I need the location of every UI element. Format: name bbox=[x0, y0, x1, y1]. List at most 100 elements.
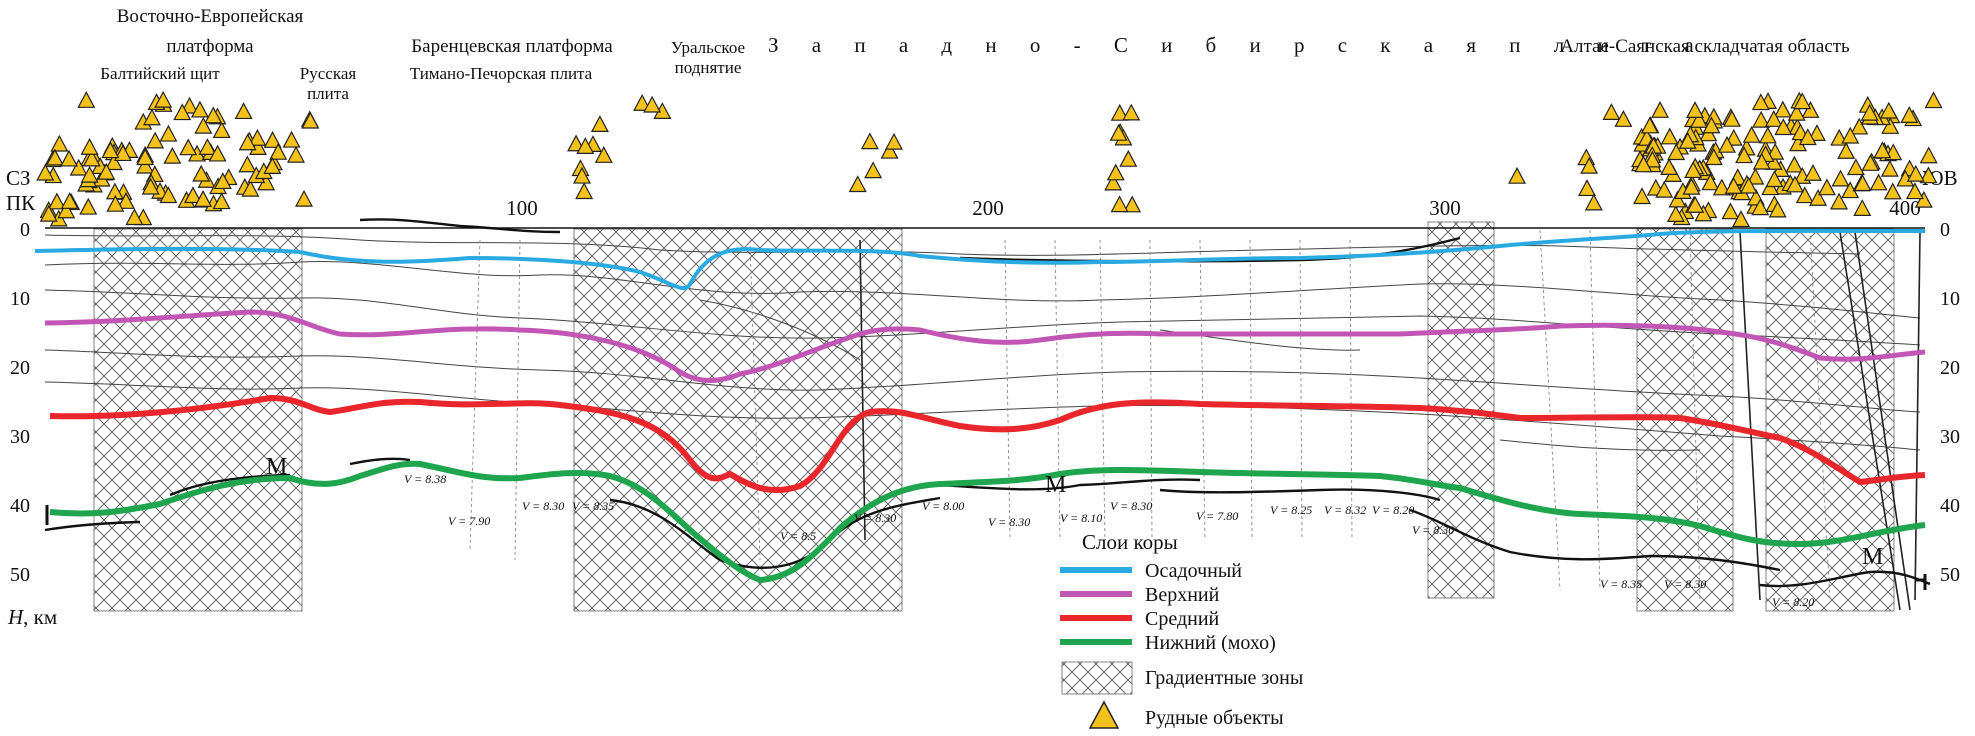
ore-object-icon bbox=[575, 182, 594, 200]
ore-object-icon bbox=[1735, 146, 1754, 164]
ore-object-icon bbox=[180, 96, 199, 114]
ore-object-icon bbox=[590, 115, 609, 133]
ore-object-icon bbox=[1602, 103, 1621, 120]
upper-layer-line bbox=[44, 309, 1926, 383]
ore-object-icon bbox=[1110, 195, 1129, 213]
right-end-marker bbox=[1915, 574, 1927, 590]
ore-object-icon bbox=[192, 164, 211, 182]
ore-object-icon bbox=[39, 204, 58, 222]
ore-object-icon bbox=[263, 157, 282, 174]
gradient-zone bbox=[1765, 228, 1895, 612]
velocity-label: V = 8.5 bbox=[780, 529, 816, 543]
ore-object-icon bbox=[1795, 186, 1814, 204]
ore-object-icon bbox=[1809, 189, 1828, 206]
ore-object-icon bbox=[1853, 199, 1872, 216]
ore-object-icon bbox=[1846, 158, 1865, 176]
ore-object-icon bbox=[1841, 126, 1860, 144]
ore-object-icon bbox=[113, 144, 132, 162]
ore-object-icon bbox=[1764, 110, 1783, 127]
ore-object-icon bbox=[1667, 143, 1686, 161]
ore-object-icon bbox=[1686, 195, 1705, 213]
region-label-vep: Восточно-Европейская платформа bbox=[116, 6, 304, 57]
ore-object-icon bbox=[1721, 202, 1740, 220]
ore-object-icon bbox=[1873, 141, 1892, 159]
ore-object-icon bbox=[179, 138, 198, 156]
depth-axis-right: 0 10 20 30 40 50 bbox=[1940, 219, 1960, 586]
ore-object-icon bbox=[36, 163, 55, 181]
ore-object-icon bbox=[1787, 103, 1806, 121]
ore-object-icon bbox=[864, 161, 883, 179]
ore-object-icon bbox=[1614, 110, 1633, 127]
ore-object-icon bbox=[1712, 178, 1731, 196]
ore-object-icon bbox=[183, 186, 202, 204]
ore-object-icon bbox=[1883, 182, 1902, 200]
ore-object-icon bbox=[301, 111, 320, 129]
x-axis: 100 200 300 400 bbox=[506, 196, 1921, 220]
ore-object-icon bbox=[1817, 178, 1836, 196]
ore-objects bbox=[36, 90, 1943, 228]
velocity-label: V = 8.38 bbox=[404, 472, 446, 486]
ore-object-icon bbox=[136, 148, 155, 166]
ore-object-icon bbox=[1751, 93, 1770, 111]
ore-object-icon bbox=[1914, 190, 1933, 208]
legend-label: Нижний (мохо) bbox=[1145, 632, 1276, 654]
ore-object-icon bbox=[1773, 100, 1792, 118]
ore-object-icon bbox=[60, 149, 79, 167]
ore-object-icon bbox=[104, 153, 123, 171]
ore-object-icon bbox=[238, 133, 257, 151]
moho-mark: М bbox=[1862, 544, 1883, 570]
ore-object-icon bbox=[1717, 135, 1736, 153]
ore-object-icon bbox=[1684, 161, 1703, 179]
ore-object-icon bbox=[106, 194, 125, 212]
ore-object-icon bbox=[1694, 204, 1713, 222]
ore-object-icon bbox=[159, 124, 178, 142]
ore-object-icon bbox=[1798, 128, 1817, 146]
ore-object-icon bbox=[1109, 123, 1128, 141]
ore-object-icon bbox=[198, 138, 217, 155]
region-label-altai: Алтае-Саянская складчатая область bbox=[1560, 36, 1850, 57]
ore-object-icon bbox=[1807, 124, 1826, 141]
ore-object-icon bbox=[1879, 101, 1898, 119]
ore-object-icon bbox=[1793, 92, 1812, 110]
ore-object-icon bbox=[269, 142, 288, 160]
legend-label: Рудные объекты bbox=[1145, 707, 1284, 729]
ore-object-icon bbox=[1678, 131, 1697, 149]
velocity-label: V = 8.30 bbox=[1412, 523, 1454, 537]
ore-object-icon bbox=[1905, 182, 1924, 200]
ore-object-icon bbox=[1731, 210, 1750, 228]
ore-object-icon bbox=[1758, 126, 1777, 144]
moho-marks: М М М bbox=[266, 454, 1883, 570]
ore-object-icon bbox=[1766, 142, 1785, 160]
ore-object-icon bbox=[208, 144, 227, 162]
ore-object-icon bbox=[234, 102, 253, 120]
ore-object-icon bbox=[1682, 177, 1701, 195]
ore-object-icon bbox=[101, 141, 120, 159]
velocity-label: V = 8.00 bbox=[922, 499, 964, 513]
ore-object-icon bbox=[1837, 142, 1856, 159]
depth-tick-label: 20 bbox=[10, 357, 30, 379]
depth-tick-label: 40 bbox=[10, 495, 30, 517]
black-reflectors bbox=[44, 218, 1931, 588]
ore-object-icon bbox=[263, 131, 282, 148]
velocity-label: V = 8.20 bbox=[1772, 595, 1814, 609]
ore-object-icon bbox=[77, 91, 96, 108]
ore-object-icon bbox=[248, 128, 267, 146]
ore-object-icon bbox=[80, 165, 99, 183]
legend-title: Слои коры bbox=[1082, 530, 1178, 554]
velocity-label: V = 7.90 bbox=[448, 514, 490, 528]
ore-object-icon bbox=[45, 148, 64, 166]
legend-label: Верхний bbox=[1145, 584, 1220, 606]
depth-tick-label: 30 bbox=[1940, 426, 1960, 448]
ore-object-icon bbox=[57, 201, 76, 219]
ore-object-icon bbox=[79, 197, 98, 215]
ore-object-icon bbox=[1768, 200, 1787, 218]
ore-object-icon bbox=[1724, 176, 1743, 194]
ore-object-icon bbox=[1123, 195, 1142, 213]
ore-object-icon bbox=[1104, 173, 1123, 191]
ore-object-icon bbox=[1739, 176, 1758, 194]
ore-object-icon bbox=[50, 134, 69, 152]
ore-object-icon bbox=[1785, 155, 1804, 173]
ore-object-icon bbox=[1119, 149, 1138, 167]
ore-object-icon bbox=[1785, 175, 1804, 193]
ore-object-icon bbox=[97, 162, 116, 180]
